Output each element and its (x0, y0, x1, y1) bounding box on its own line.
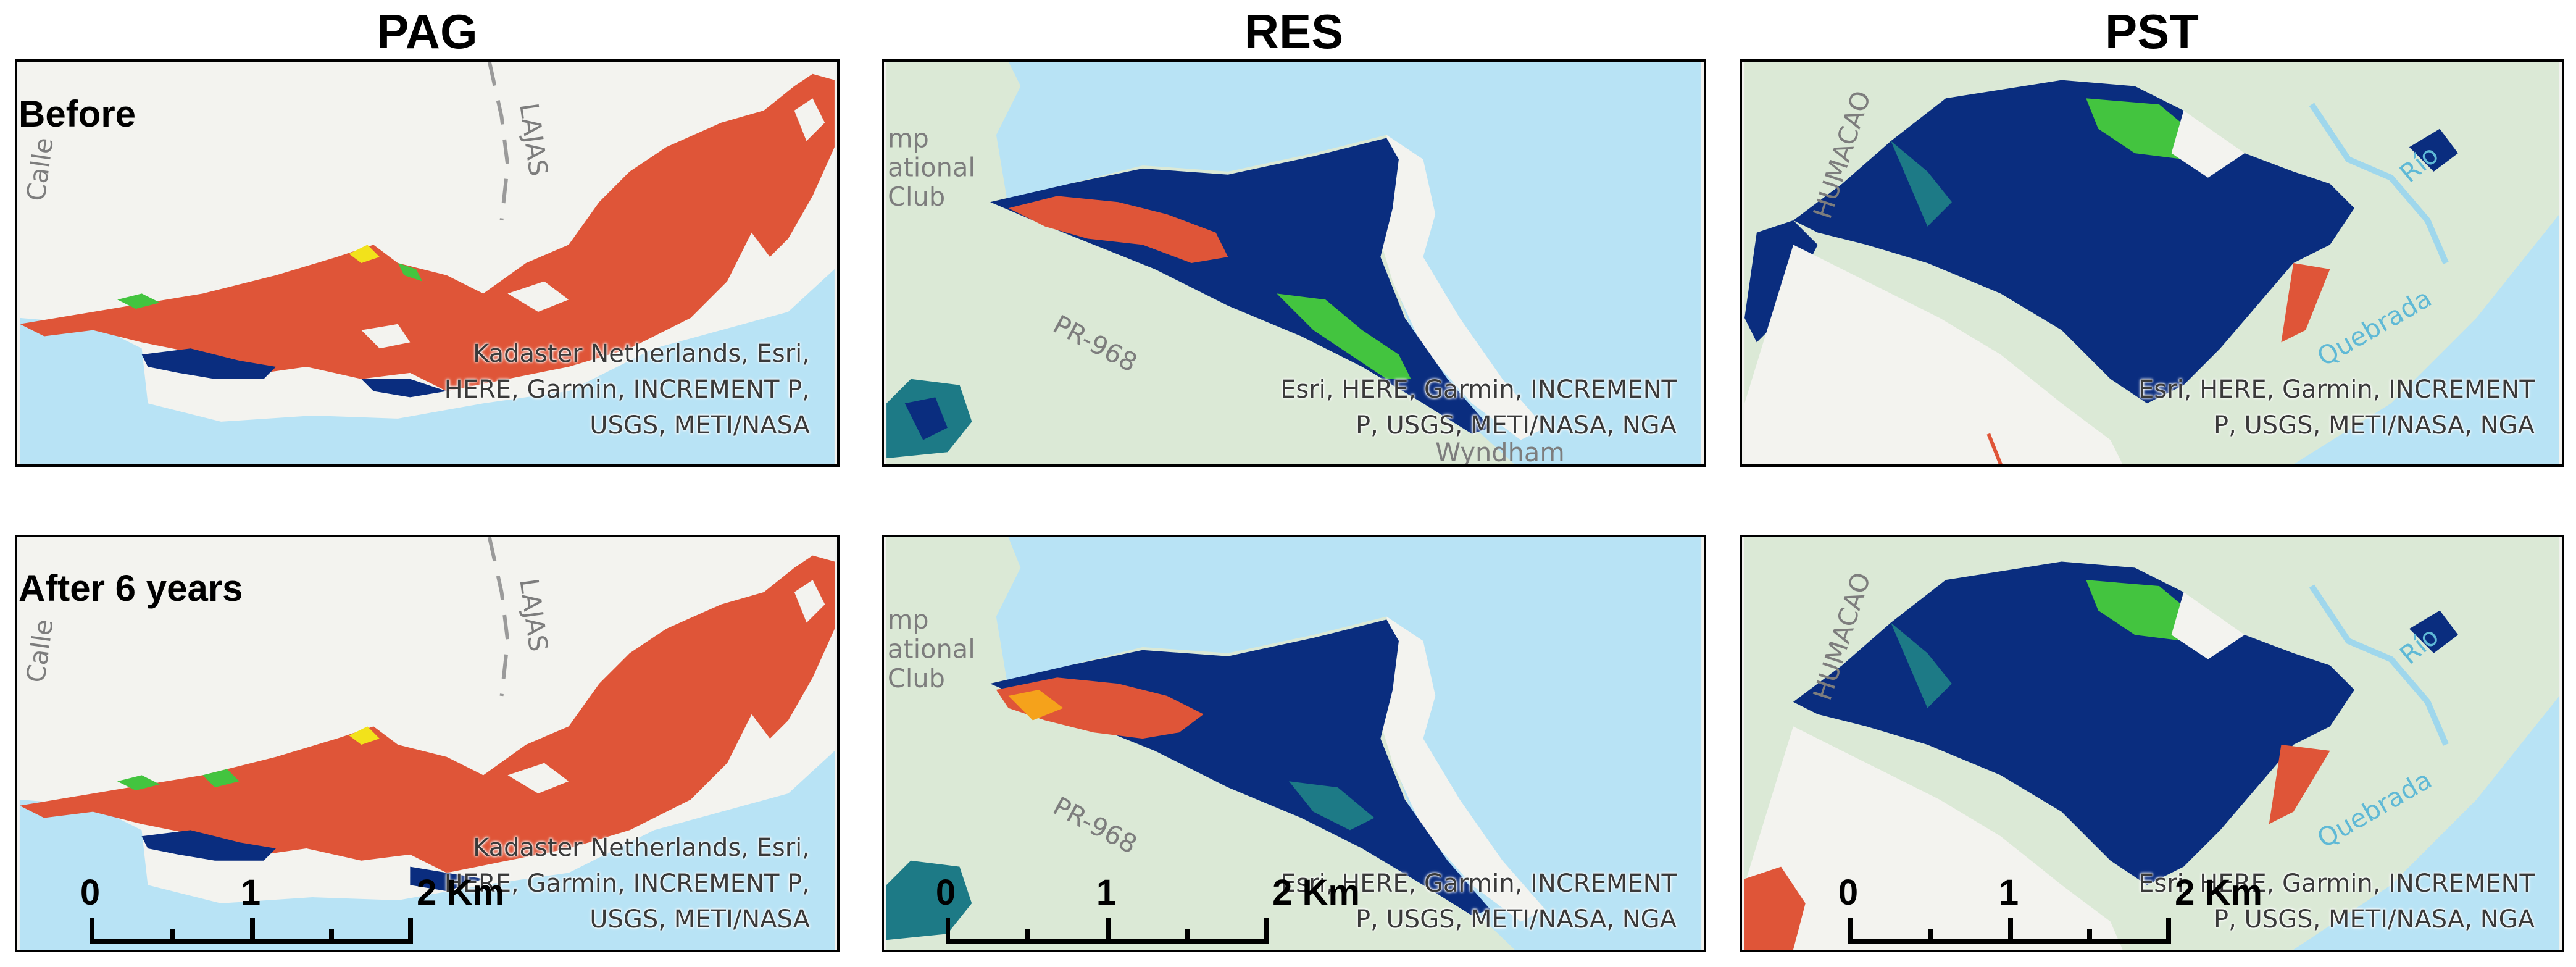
map-label-club: mp ational Club (888, 605, 975, 693)
attribution-text: Kadaster Netherlands, Esri, HERE, Garmin… (444, 340, 810, 440)
scale-bar-line (946, 918, 1269, 944)
scale-tick-label: 2 Km (2175, 873, 2262, 913)
map-panel-pag-before: Calle LAJAS Before Kadaster Netherlands,… (15, 59, 840, 467)
scale-tick-label: 0 (1838, 873, 1859, 913)
map-canvas-res-before: mp ational Club PR-968 Wyndham (886, 62, 1701, 464)
scale-tick-label: 2 Km (417, 873, 504, 913)
attribution-text: Esri, HERE, Garmin, INCREMENT P, USGS, M… (1280, 869, 1677, 934)
scale-tick-label: 1 (240, 873, 261, 913)
map-label-place: Wyndham (1435, 437, 1565, 464)
map-canvas-pag-after: Calle LAJAS (19, 537, 835, 950)
column-title-res: RES (1244, 4, 1344, 59)
scale-tick-label: 2 Km (1272, 873, 1360, 913)
attribution-text: Esri, HERE, Garmin, INCREMENT P, USGS, M… (1280, 375, 1677, 440)
attribution-text: Kadaster Netherlands, Esri, HERE, Garmin… (444, 834, 810, 934)
scale-tick-label: 1 (1998, 873, 2019, 913)
map-panel-pag-after: Calle LAJAS After 6 years Kadaster Nethe… (15, 535, 840, 952)
scale-tick-label: 0 (935, 873, 956, 913)
scale-tick-label: 0 (80, 873, 101, 913)
attribution-text: Esri, HERE, Garmin, INCREMENT P, USGS, M… (2138, 375, 2535, 440)
scale-bar-pag: 0 1 2 Km (80, 872, 504, 946)
map-panel-pst-before: HUMACAO Río Quebrada Esri, HERE, Garmin,… (1740, 59, 2564, 467)
map-canvas-pag-before: Calle LAJAS (20, 62, 835, 464)
map-canvas-pst-after: HUMACAO Río Quebrada (1744, 537, 2560, 950)
scale-tick-label: 1 (1096, 873, 1117, 913)
map-label-club: mp ational Club (888, 123, 975, 212)
column-title-pag: PAG (377, 4, 478, 59)
map-panel-res-before: mp ational Club PR-968 Wyndham Esri, HERE,… (882, 59, 1706, 467)
map-canvas-pst-before: HUMACAO Río Quebrada (1744, 62, 2559, 464)
column-title-pst: PST (2105, 4, 2199, 59)
attribution-text: Esri, HERE, Garmin, INCREMENT P, USGS, M… (2138, 869, 2535, 934)
scale-bar-pst: 0 1 2 Km (1838, 872, 2262, 946)
map-panel-pst-after: HUMACAO Río Quebrada Esri, HERE, Garmin,… (1740, 535, 2564, 952)
scale-bar-line (90, 918, 413, 944)
scale-bar-res: 0 1 2 Km (936, 872, 1360, 946)
row-label-before: Before (19, 93, 136, 135)
row-label-after: After 6 years (19, 567, 243, 609)
map-canvas-res-after: mp ational Club PR-968 (886, 537, 1702, 950)
map-panel-res-after: mp ational Club PR-968 Esri, HERE, Garmin,… (882, 535, 1706, 952)
scale-bar-line (1848, 918, 2171, 944)
